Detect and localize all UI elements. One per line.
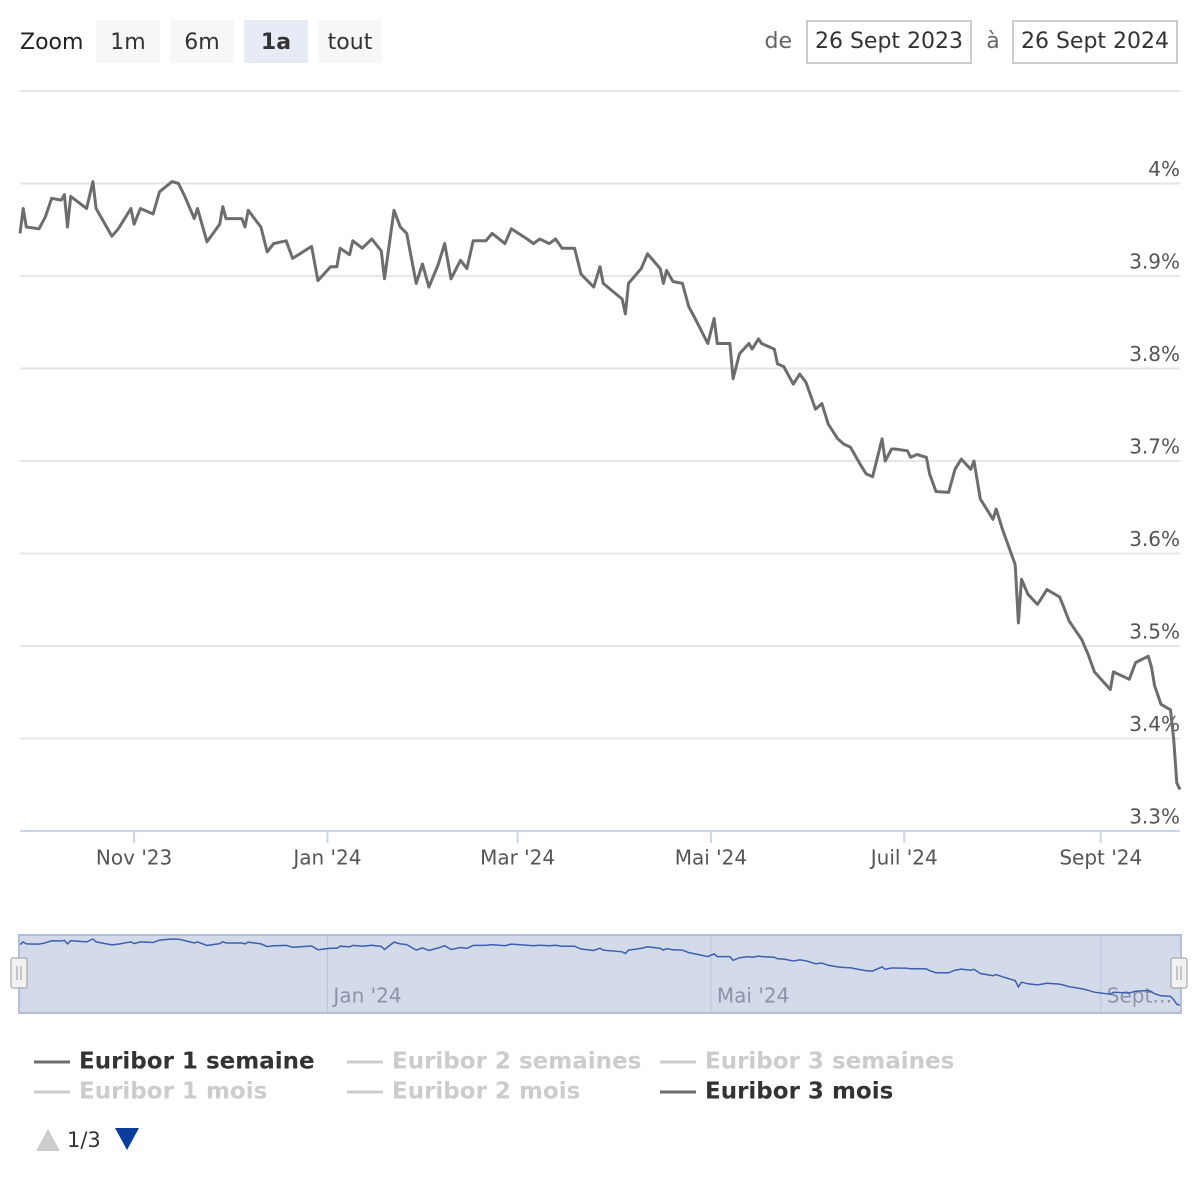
navigator-handle[interactable]	[10, 957, 28, 989]
navigator-line	[19, 938, 1181, 1006]
zoom-button-label[interactable]: 1a	[261, 30, 291, 55]
zoom-button[interactable]	[244, 20, 308, 63]
x-tick-label: Sept '24	[1059, 846, 1142, 870]
navigator-handle[interactable]	[1170, 957, 1188, 989]
navigator-background	[18, 934, 1182, 1014]
navigator-tick-label: Jan '24	[331, 984, 401, 1008]
to-input[interactable]	[1012, 20, 1178, 64]
from-input[interactable]	[806, 20, 972, 64]
zoom-button[interactable]	[96, 20, 160, 63]
x-tick-label: Juil '24	[869, 846, 938, 870]
legend-label[interactable]: Euribor 1 mois	[79, 1079, 267, 1105]
zoom-button-label[interactable]: tout	[328, 30, 373, 55]
zoom-label: Zoom	[20, 30, 83, 55]
y-tick-label: 3.8%	[1129, 342, 1180, 366]
y-tick-label: 3.6%	[1129, 527, 1180, 551]
legend-label[interactable]: Euribor 1 semaine	[79, 1049, 315, 1075]
x-tick-label: Mai '24	[675, 846, 747, 870]
y-tick-label: 3.7%	[1129, 435, 1180, 459]
zoom-button-label[interactable]: 1m	[110, 30, 145, 55]
navigator-tick-label: Mai '24	[717, 984, 789, 1008]
legend-page-down[interactable]	[115, 1128, 139, 1150]
x-tick-label: Jan '24	[291, 846, 361, 870]
legend-label[interactable]: Euribor 3 semaines	[705, 1049, 954, 1075]
x-tick-label: Mar '24	[480, 846, 555, 870]
zoom-button[interactable]	[170, 20, 234, 63]
to-label: à	[986, 29, 999, 54]
y-tick-label: 4%	[1148, 157, 1180, 181]
legend-page: 1/3	[67, 1128, 101, 1152]
legend-label[interactable]: Euribor 3 mois	[705, 1079, 893, 1105]
series-line	[18, 180, 1182, 791]
y-tick-label: 3.5%	[1129, 620, 1180, 644]
to-date[interactable]: 26 Sept 2024	[1021, 29, 1169, 54]
from-label: de	[765, 29, 793, 54]
zoom-button[interactable]	[318, 20, 382, 63]
y-tick-label: 3.3%	[1129, 805, 1180, 829]
from-date[interactable]: 26 Sept 2023	[815, 29, 963, 54]
legend-label[interactable]: Euribor 2 mois	[392, 1079, 580, 1105]
legend-page-up	[36, 1129, 60, 1151]
x-tick-label: Nov '23	[96, 846, 172, 870]
zoom-button-label[interactable]: 6m	[184, 30, 219, 55]
y-tick-label: 3.9%	[1129, 250, 1180, 274]
legend-label[interactable]: Euribor 2 semaines	[392, 1049, 641, 1075]
